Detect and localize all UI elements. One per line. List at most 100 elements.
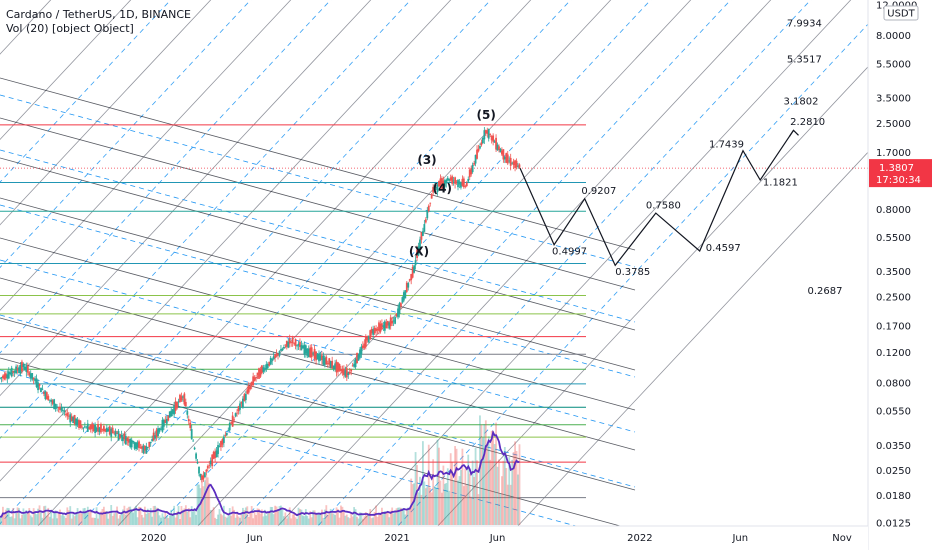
candle-body	[479, 146, 481, 149]
candle-body	[183, 393, 186, 405]
volume-bar	[64, 517, 67, 525]
volume-ma-line	[0, 429, 520, 518]
volume-bar	[139, 507, 142, 525]
candle-body	[471, 164, 474, 173]
volume-bar	[401, 508, 404, 525]
channel-falling-line	[0, 197, 636, 371]
candle-body	[102, 426, 105, 432]
candle-body	[345, 368, 348, 378]
candle-body	[22, 364, 25, 368]
candle-body	[63, 410, 66, 412]
candle-body	[483, 130, 486, 140]
candle-body	[42, 391, 45, 394]
volume-bar	[98, 513, 101, 525]
volume-bar	[218, 509, 221, 525]
volume-bar	[75, 512, 77, 525]
volume-bar	[138, 506, 140, 525]
volume-bar	[18, 508, 20, 525]
channel-rising-line	[179, 0, 692, 546]
candle-body	[138, 441, 140, 449]
price-tick-label: 0.2500	[876, 293, 911, 304]
candle-body	[199, 474, 202, 478]
volume-bar	[441, 492, 443, 525]
channel-rising-line	[99, 0, 612, 546]
candle-body	[430, 194, 433, 199]
candle-body	[234, 413, 237, 417]
candle-body	[464, 185, 467, 187]
candle-body	[83, 426, 86, 428]
volume-bar	[306, 516, 309, 525]
volume-bar	[410, 478, 413, 525]
projection-value-label: 0.9207	[581, 186, 616, 197]
candle-body	[221, 439, 224, 445]
candle-body	[35, 378, 38, 387]
volume-bar	[328, 511, 331, 525]
candle-body	[310, 347, 313, 358]
candle-body	[496, 144, 499, 151]
volume-bar	[439, 480, 442, 525]
volume-bar	[116, 506, 118, 525]
candle-body	[136, 442, 139, 448]
volume-bar	[220, 513, 222, 525]
time-axis-bg	[0, 526, 868, 550]
price-tick-label: 0.0125	[876, 519, 911, 530]
candle-body	[337, 362, 339, 372]
wave-label: (X)	[409, 245, 429, 259]
volume-bar	[240, 514, 243, 525]
candle-body	[16, 368, 19, 371]
volume-bar	[205, 475, 208, 525]
candle-body	[303, 344, 306, 355]
volume-bar	[511, 459, 514, 525]
candle-body	[2, 375, 4, 378]
candle-body	[41, 388, 44, 390]
volume-bar	[10, 516, 13, 525]
volume-bar	[28, 508, 31, 525]
currency-badge	[883, 5, 919, 21]
volume-bar	[47, 507, 50, 525]
volume-bar	[69, 506, 72, 525]
volume-bar	[214, 517, 217, 525]
volume-bar	[310, 517, 313, 525]
volume-bar	[455, 448, 458, 525]
candle-body	[15, 366, 17, 374]
volume-bar	[7, 508, 10, 525]
candle-body	[225, 432, 228, 436]
volume-bar	[294, 517, 297, 525]
volume-bar	[176, 511, 178, 525]
volume-bar	[414, 452, 417, 525]
volume-bar	[152, 506, 155, 525]
volume-bar	[420, 494, 423, 525]
volume-bar	[236, 512, 238, 525]
candle-body	[95, 427, 98, 432]
candle-body	[417, 246, 420, 256]
volume-bar	[505, 468, 508, 525]
volume-bar	[394, 510, 396, 525]
candle-body	[265, 364, 268, 370]
projection-arrowhead	[789, 129, 799, 137]
volume-bar	[190, 506, 193, 525]
volume-bar	[171, 513, 174, 525]
volume-bar	[242, 507, 244, 525]
volume-bar	[381, 507, 383, 525]
channel-falling-dashed	[0, 204, 636, 378]
candle-body	[291, 337, 294, 344]
volume-bar	[307, 518, 310, 525]
volume-bar	[164, 512, 167, 525]
candle-body	[82, 427, 85, 429]
volume-bar	[379, 514, 382, 525]
candle-body	[514, 160, 516, 168]
projection-value-label: 1.7439	[709, 139, 744, 150]
volume-bar	[391, 507, 394, 525]
volume-bar	[407, 507, 410, 525]
projection-value-label: 1.1821	[763, 177, 798, 188]
candle-body	[401, 297, 404, 303]
candle-body	[186, 410, 189, 415]
candle-body	[116, 432, 118, 434]
volume-bar	[309, 511, 312, 525]
volume-bar	[228, 508, 231, 525]
candle-body	[157, 428, 159, 436]
projection-value-label: 0.3785	[615, 267, 650, 278]
volume-bar	[173, 505, 176, 525]
volume-bar	[451, 462, 454, 525]
